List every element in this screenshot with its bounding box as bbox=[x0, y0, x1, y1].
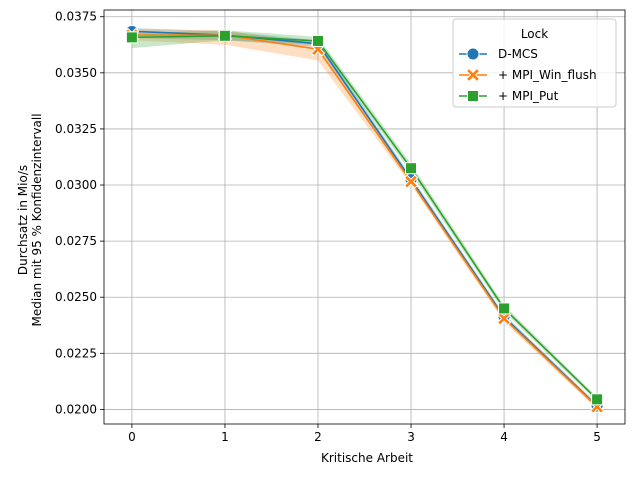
y-tick-label: 0.0375 bbox=[55, 10, 97, 24]
x-tick-label: 2 bbox=[314, 430, 322, 444]
data-point-mpi-put bbox=[498, 302, 511, 315]
y-tick-label: 0.0200 bbox=[55, 402, 97, 416]
plot-frame bbox=[103, 9, 626, 425]
y-tick-label: 0.0275 bbox=[55, 234, 97, 248]
data-point-mpi-put bbox=[311, 34, 324, 47]
y-axis-label-line-2: Median mit 95 % Konfidenzintervall bbox=[30, 113, 44, 326]
data-point-mpi-win-flush bbox=[496, 311, 512, 326]
data-point-mpi-put bbox=[591, 393, 604, 406]
data-point-mpi-put bbox=[405, 162, 418, 175]
series-line-mpi-win-flush bbox=[131, 34, 598, 408]
series-lines bbox=[131, 30, 598, 408]
x-tick-label: 0 bbox=[128, 430, 136, 444]
data-point-mpi-put bbox=[125, 31, 138, 44]
x-tick-label: 5 bbox=[593, 430, 601, 444]
legend-marker-mpi-put bbox=[467, 90, 479, 102]
data-point-mpi-put bbox=[218, 29, 231, 42]
x-axis-label: Kritische Arbeit bbox=[321, 451, 413, 465]
legend-label-d-mcs: D-MCS bbox=[498, 47, 538, 61]
y-tick-label: 0.0225 bbox=[55, 346, 97, 360]
y-axis-label-line-1: Durchsatz in Mio/s bbox=[16, 165, 30, 275]
y-axis-ticks: 0.0200 0.0225 0.0250 0.0275 0.0300 0.0325 0.03… bbox=[55, 10, 104, 416]
legend-label-mpi-win-flush: + MPI_Win_flush bbox=[498, 68, 597, 82]
legend-marker-mpi-win-flush bbox=[465, 67, 481, 83]
y-tick-label: 0.0325 bbox=[55, 122, 97, 136]
legend-title: Lock bbox=[521, 27, 548, 41]
series-line-mpi-put bbox=[131, 35, 598, 400]
data-point-mpi-win-flush bbox=[403, 174, 419, 189]
y-axis-label: Durchsatz in Mio/s Median mit 95 % Konfi… bbox=[16, 113, 44, 326]
x-tick-label: 1 bbox=[221, 430, 229, 444]
legend-label-mpi-put: + MPI_Put bbox=[498, 89, 559, 103]
y-tick-label: 0.0250 bbox=[55, 290, 97, 304]
x-axis-ticks: 0 1 2 3 4 5 bbox=[128, 424, 601, 444]
y-tick-label: 0.0300 bbox=[55, 178, 97, 192]
x-tick-label: 3 bbox=[407, 430, 415, 444]
legend: Lock D-MCS + MPI_Win_flush + MPI_Put bbox=[452, 18, 617, 108]
x-tick-label: 4 bbox=[500, 430, 508, 444]
legend-box bbox=[452, 18, 617, 108]
series-markers bbox=[124, 24, 605, 414]
y-tick-label: 0.0350 bbox=[55, 66, 97, 80]
legend-marker-d-mcs bbox=[466, 47, 480, 61]
